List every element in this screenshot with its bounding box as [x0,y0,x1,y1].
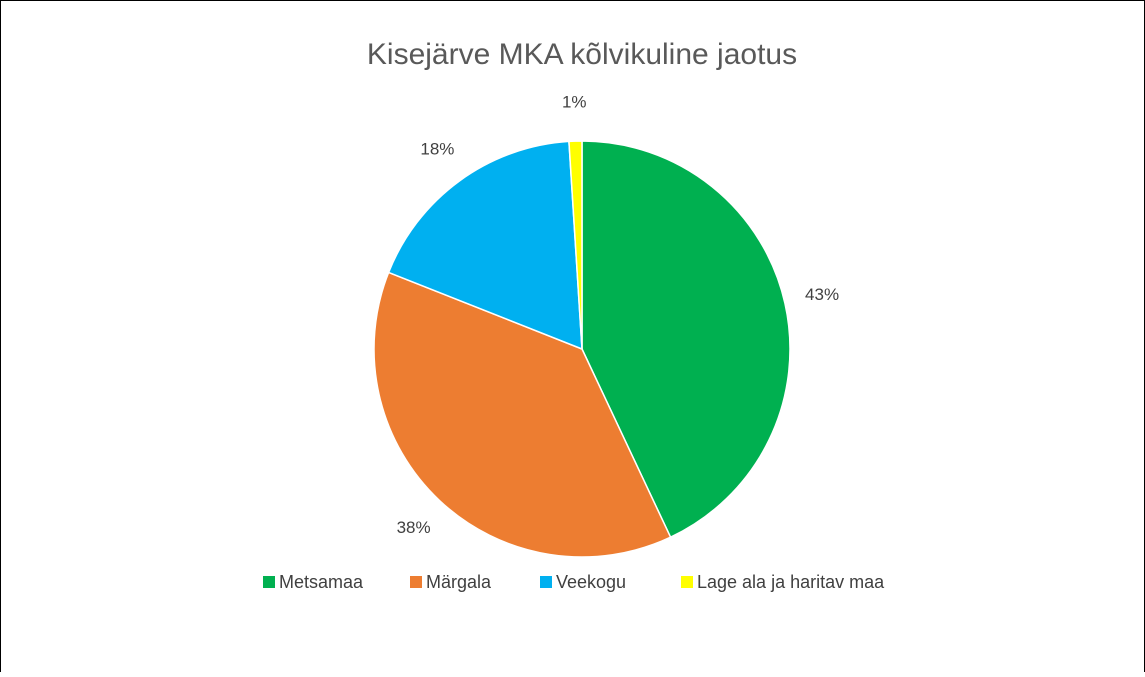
legend-swatch [263,576,275,588]
legend-label: Veekogu [556,572,626,592]
data-label: 38% [397,518,431,537]
legend-label: Lage ala ja haritav maa [697,572,885,592]
legend-swatch [410,576,422,588]
legend-swatch [681,576,693,588]
pie-slice [581,140,791,539]
legend-label: Märgala [426,572,492,592]
data-label: 43% [805,285,839,304]
data-label: 1% [562,93,587,112]
chart-title: Kisejärve MKA kõlvikuline jaotus [367,38,797,71]
legend-swatch [540,576,552,588]
data-label: 18% [420,139,454,158]
pie-slice [373,271,672,558]
pie-slice [387,140,583,351]
legend-label: Metsamaa [279,572,364,592]
pie-slice [568,140,583,350]
